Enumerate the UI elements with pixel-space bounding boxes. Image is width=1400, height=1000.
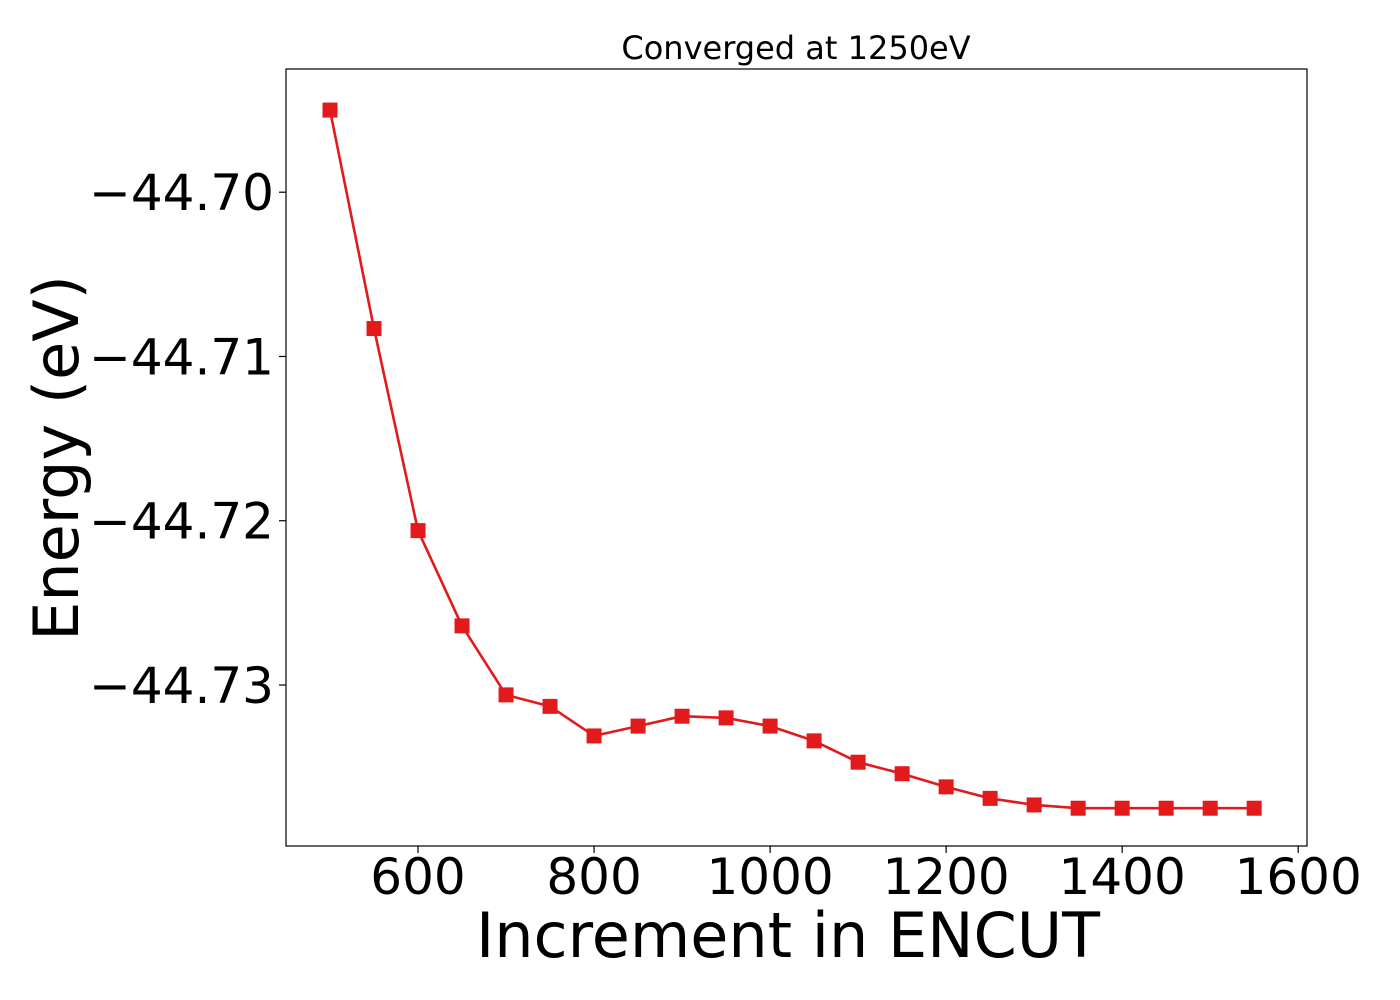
data-point — [1026, 797, 1042, 813]
series-line — [328, 109, 1255, 810]
data-point — [322, 102, 338, 118]
data-point — [410, 523, 426, 539]
y-tick-label: −44.73 — [89, 657, 274, 715]
x-tick-label: 800 — [546, 848, 641, 906]
y-axis-label: Energy (eV) — [20, 275, 93, 641]
x-axis-label: Increment in ENCUT — [476, 899, 1101, 972]
y-tick-label: −44.70 — [89, 164, 274, 222]
data-point — [850, 754, 866, 770]
data-point — [674, 708, 690, 724]
data-point — [982, 790, 998, 806]
x-tick-label: 1200 — [883, 848, 1010, 906]
data-point — [1246, 800, 1262, 816]
data-point — [894, 766, 910, 782]
data-point — [1202, 800, 1218, 816]
data-point — [938, 779, 954, 795]
data-point — [806, 733, 822, 749]
y-tick-label: −44.71 — [89, 328, 274, 386]
axes-frame — [285, 68, 1308, 847]
data-point — [586, 728, 602, 744]
x-tick-label: 1000 — [706, 848, 833, 906]
x-axis: 600 800 1000 1200 1400 1600 — [370, 846, 1362, 906]
plot-area — [322, 102, 1262, 816]
data-point — [454, 618, 470, 634]
data-point — [762, 718, 778, 734]
x-tick-label: 1400 — [1059, 848, 1186, 906]
data-point — [366, 321, 382, 337]
data-point — [1070, 800, 1086, 816]
data-point — [1158, 800, 1174, 816]
chart-title: Converged at 1250eV — [621, 29, 970, 67]
y-tick-label: −44.72 — [89, 493, 274, 551]
x-tick-label: 600 — [370, 848, 465, 906]
data-point — [718, 710, 734, 726]
data-point — [498, 687, 514, 703]
y-axis: −44.70 −44.71 −44.72 −44.73 — [89, 164, 286, 715]
x-tick-label: 1600 — [1235, 848, 1362, 906]
data-point — [1114, 800, 1130, 816]
data-point — [542, 698, 558, 714]
data-point — [630, 718, 646, 734]
